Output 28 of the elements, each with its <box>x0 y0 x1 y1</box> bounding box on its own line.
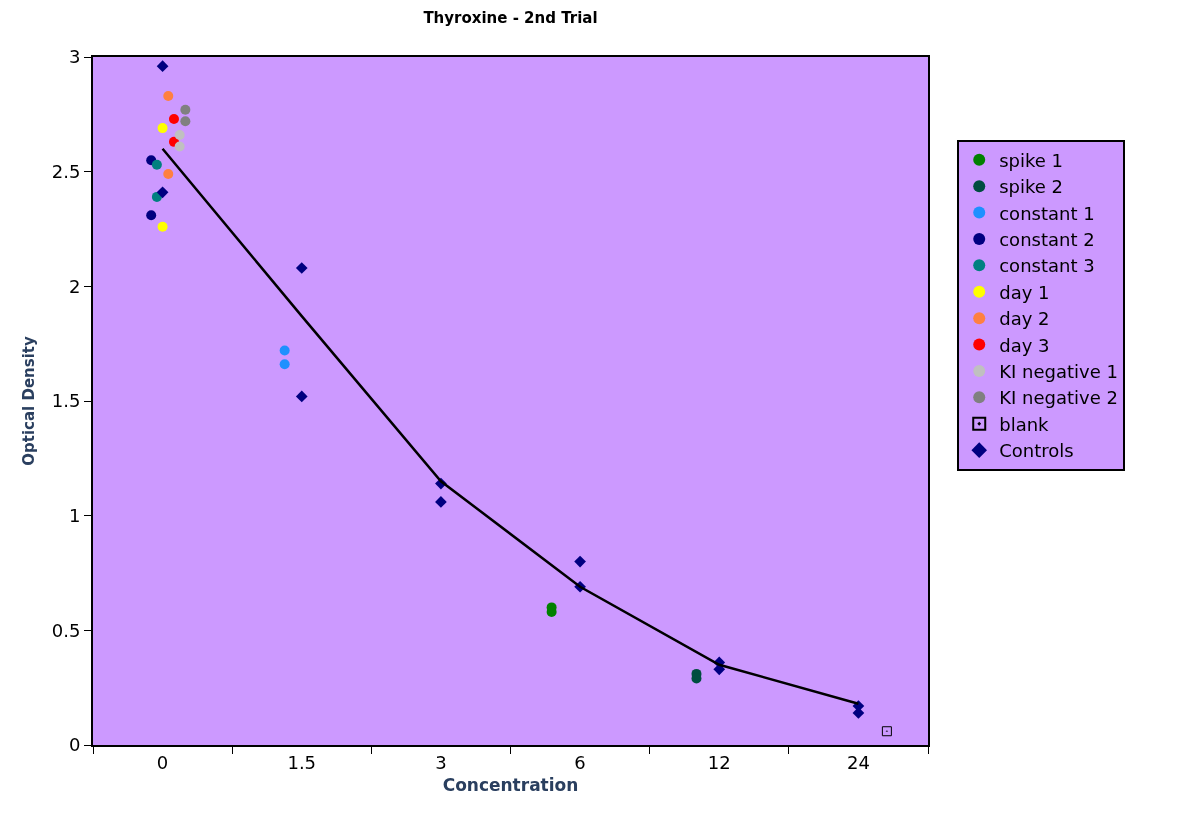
y-tick-label: 2.5 <box>51 160 81 182</box>
legend-label: day 2 <box>999 308 1050 330</box>
x-tick-label: 3 <box>435 751 447 773</box>
x-tick-label: 12 <box>707 751 731 773</box>
legend-label: KI negative 2 <box>999 387 1118 409</box>
y-tick-label: 3 <box>68 46 81 68</box>
x-tick-label: 0 <box>156 751 169 773</box>
legend-label: constant 2 <box>999 228 1095 250</box>
legend-label: blank <box>999 413 1050 435</box>
x-tick-label: 24 <box>846 751 870 773</box>
y-axis-title: Optical Density <box>19 336 38 466</box>
y-tick-label: 1 <box>68 504 81 526</box>
y-tick-label: 0.5 <box>51 619 81 641</box>
chart-title: Thyroxine - 2nd Trial <box>423 8 598 27</box>
legend-label: constant 1 <box>999 202 1095 224</box>
x-tick-label: 6 <box>574 751 586 773</box>
legend-label: day 1 <box>999 281 1050 303</box>
y-tick-label: 0 <box>68 734 81 756</box>
y-tick-label: 1.5 <box>51 390 81 412</box>
legend-label: spike 1 <box>999 149 1064 171</box>
legend-label: spike 2 <box>999 176 1064 198</box>
y-tick-label: 2 <box>68 275 81 297</box>
legend-label: constant 3 <box>999 255 1095 277</box>
x-tick-label: 1.5 <box>287 751 317 773</box>
x-axis-title: Concentration <box>442 775 579 796</box>
legend-label: day 3 <box>999 334 1050 356</box>
legend-label: Controls <box>999 440 1074 462</box>
legend-label: KI negative 1 <box>999 360 1118 382</box>
